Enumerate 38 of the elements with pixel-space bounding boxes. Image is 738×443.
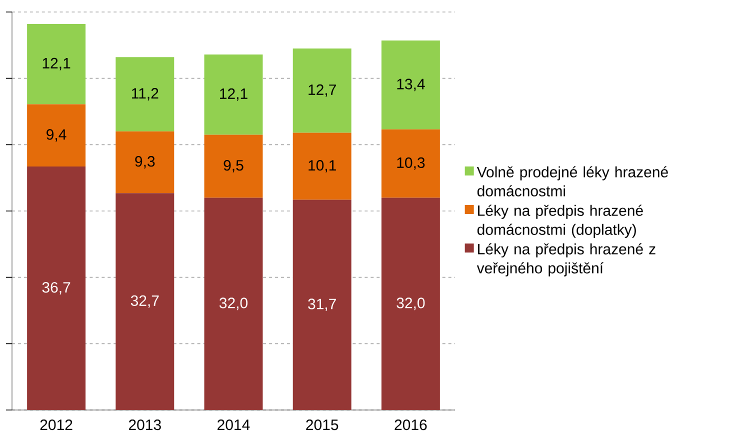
bar [381, 198, 440, 410]
data-label: 9,3 [135, 156, 155, 168]
bar [204, 134, 263, 198]
bar [292, 132, 352, 200]
bar [204, 198, 263, 410]
data-label: 10,1 [308, 160, 336, 172]
bar [116, 193, 174, 410]
x-tick-label: 2013 [128, 420, 161, 430]
bar [27, 24, 86, 104]
bar [292, 200, 352, 410]
x-tick-label: 2012 [40, 420, 72, 430]
legend-label: Volně prodejné léky hrazené domácnostmi [476, 166, 668, 196]
x-tick-label: 2016 [394, 420, 427, 430]
data-label: 31,7 [308, 298, 336, 312]
data-label: 9,5 [224, 160, 244, 172]
data-label: 32,7 [130, 295, 159, 308]
bar [381, 40, 440, 130]
bar [116, 131, 174, 194]
bar [116, 57, 174, 132]
x-tick-label: 2015 [306, 420, 338, 430]
data-label: 9,4 [46, 129, 66, 142]
data-label: 10,3 [397, 157, 425, 170]
data-label: 32,0 [219, 298, 248, 310]
x-tick-label: 2014 [218, 420, 250, 430]
bar [27, 166, 86, 410]
data-label: 13,4 [397, 78, 425, 92]
legend-label: Léky na předpis hrazené domácnostmi (doplatky) [477, 204, 643, 238]
data-label: 32,0 [396, 298, 425, 310]
data-label: 12,1 [42, 58, 70, 70]
legend-label: Léky na předpis hrazené z veřejného pojištění [476, 243, 656, 276]
data-label: 12,1 [220, 88, 248, 101]
bar [27, 104, 86, 167]
data-label: 12,7 [308, 84, 336, 97]
bar [381, 129, 440, 198]
data-label: 36,7 [42, 282, 70, 294]
bar [204, 54, 263, 135]
data-label: 11,2 [132, 88, 158, 100]
bar [292, 48, 352, 133]
